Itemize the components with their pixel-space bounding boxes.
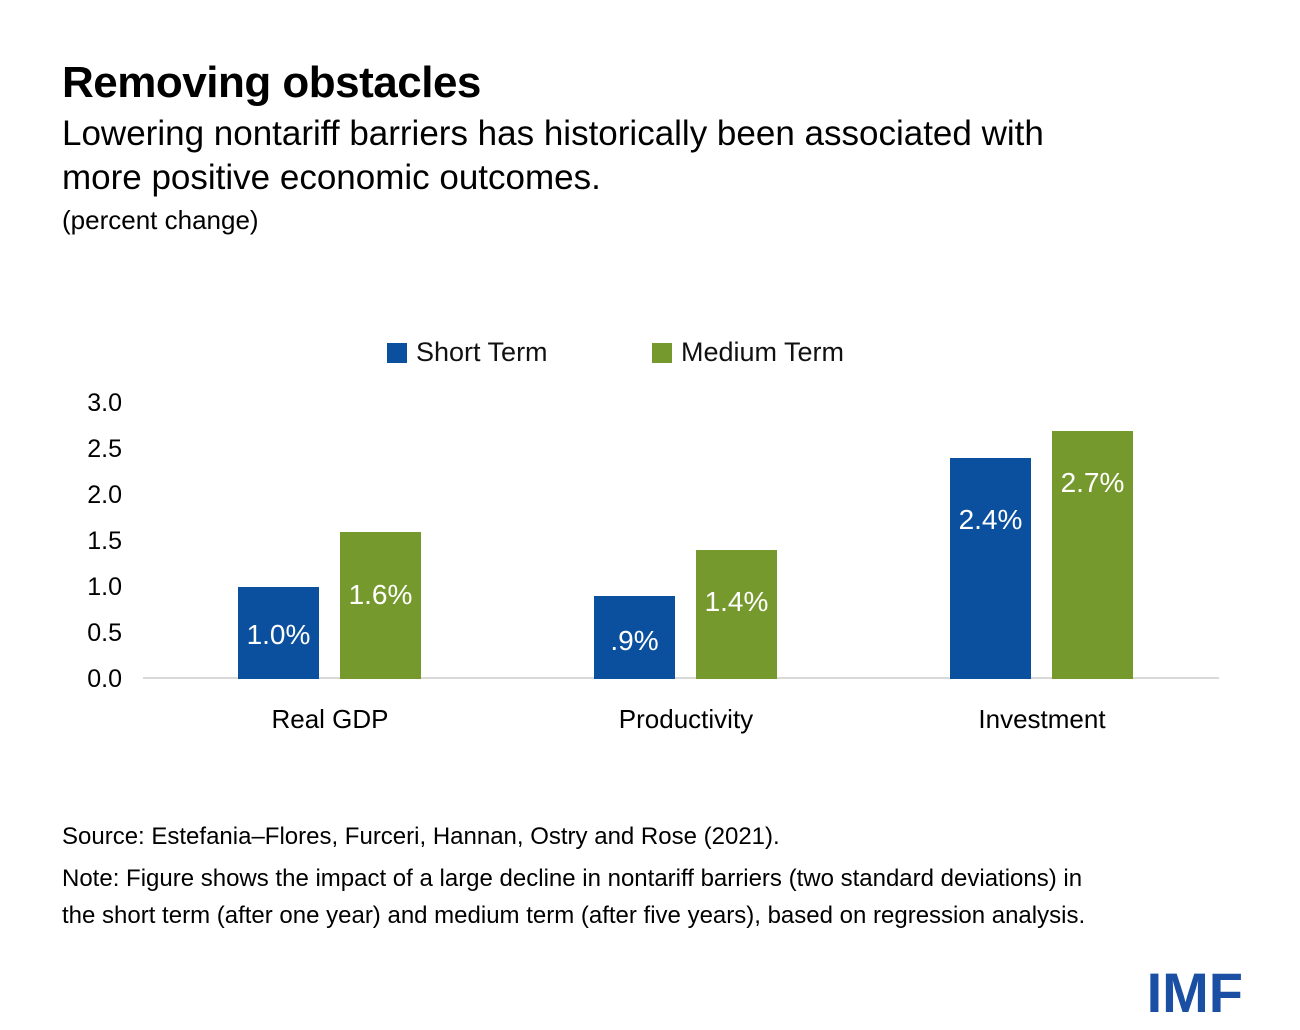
category-label-productivity: Productivity (618, 704, 754, 734)
imf-logo: IMF (1146, 961, 1243, 1024)
y-axis-tick-label: 3.0 (87, 389, 122, 417)
y-axis-tick-label: 1.0 (87, 573, 122, 601)
bar-value-label: 1.6% (348, 579, 413, 610)
bar-medium-term-investment: 2.7% (1052, 431, 1133, 679)
bar-value-label: .9% (610, 625, 659, 656)
y-axis-tick-label: 2.5 (87, 435, 122, 463)
medium-term-swatch-icon (652, 342, 672, 363)
bar-value-label: 2.4% (958, 504, 1023, 535)
bar-short-term-real-gdp: 1.0% (238, 587, 319, 679)
legend-item-short-term: Short Term (387, 337, 548, 368)
chart-unit-label: (percent change) (62, 205, 259, 235)
legend-item-medium-term: Medium Term (652, 337, 844, 368)
y-axis-tick-label: 0.5 (87, 619, 122, 647)
bar-medium-term-productivity: 1.4% (696, 550, 777, 679)
note-text: Note: Figure shows the impact of a large… (62, 865, 1086, 929)
bar-value-label: 2.7% (1060, 467, 1125, 498)
short-term-swatch-icon (387, 342, 407, 363)
y-axis-tick-label: 1.5 (87, 527, 122, 555)
legend-label-medium-term: Medium Term (681, 337, 845, 367)
legend-label-short-term: Short Term (416, 337, 548, 367)
bar-value-label: 1.4% (704, 586, 769, 617)
category-label-real-gdp: Real GDP (271, 704, 389, 734)
source-line: Source: Estefania–Flores, Furceri, Hanna… (62, 823, 780, 850)
chart-subtitle: Lowering nontariff barriers has historic… (62, 114, 1044, 197)
y-axis-tick-label: 2.0 (87, 481, 122, 509)
category-label-investment: Investment (978, 704, 1106, 734)
x-axis-line (143, 677, 1219, 679)
bar-medium-term-real-gdp: 1.6% (340, 532, 421, 679)
bar-short-term-investment: 2.4% (950, 458, 1031, 679)
y-axis-tick-label: 0.0 (87, 665, 122, 693)
page-title: Removing obstacles (62, 58, 481, 107)
bar-short-term-productivity: .9% (594, 596, 675, 679)
bar-value-label: 1.0% (246, 619, 311, 650)
